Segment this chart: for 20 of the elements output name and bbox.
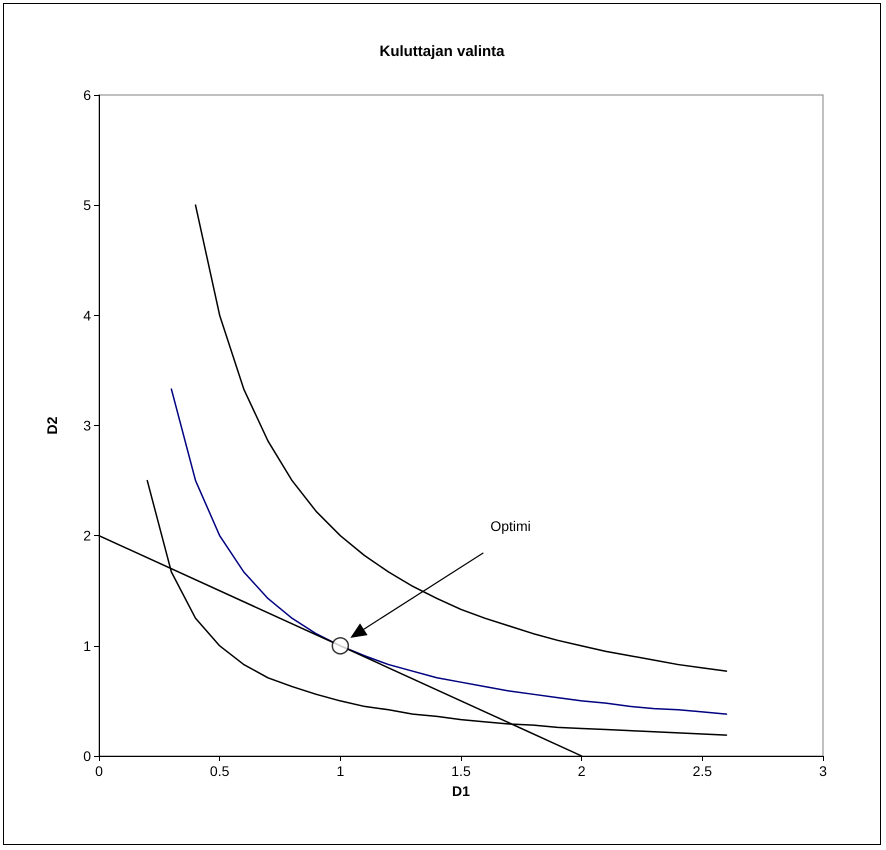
x-tick-label: 2 [578, 763, 586, 779]
y-tick-label: 2 [83, 528, 92, 544]
y-axis-title: D2 [44, 416, 60, 434]
x-axis-title: D1 [452, 783, 470, 799]
y-tick-label: 0 [83, 748, 92, 764]
x-tick-label: 0.5 [210, 763, 230, 779]
x-tick-label: 2.5 [692, 763, 712, 779]
y-tick-label: 1 [83, 638, 92, 654]
line-series [194, 204, 728, 672]
x-tick-label: 1.5 [451, 763, 471, 779]
y-tick-label: 6 [83, 87, 92, 103]
y-tick-label: 4 [83, 307, 92, 324]
y-tick-label: 3 [83, 418, 92, 434]
x-tick-label: 1 [336, 763, 344, 779]
x-tick-label: 0 [95, 763, 104, 779]
line-series [170, 388, 728, 715]
x-tick-label: 3 [819, 763, 828, 779]
annotation: Optimi [490, 518, 531, 534]
chart-title: Kuluttajan valinta [379, 43, 506, 60]
y-tick-label: 5 [83, 197, 92, 214]
